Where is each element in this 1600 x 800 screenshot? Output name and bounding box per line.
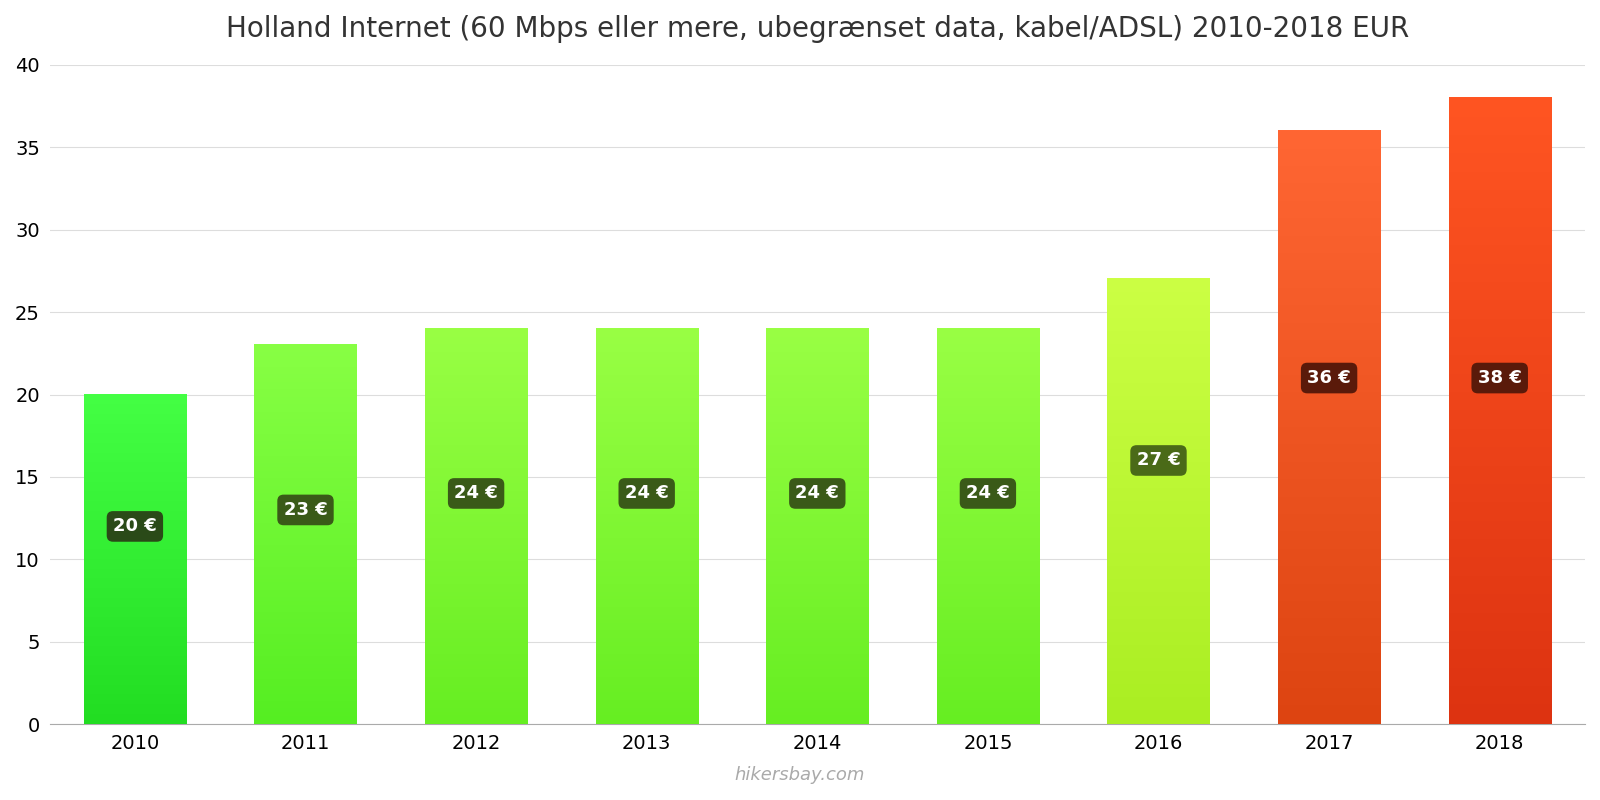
Text: 24 €: 24 € bbox=[626, 485, 669, 502]
Text: 36 €: 36 € bbox=[1307, 369, 1350, 387]
Text: 24 €: 24 € bbox=[966, 485, 1010, 502]
Text: 23 €: 23 € bbox=[283, 501, 328, 519]
Text: 38 €: 38 € bbox=[1478, 369, 1522, 387]
Title: Holland Internet (60 Mbps eller mere, ubegrænset data, kabel/ADSL) 2010-2018 EUR: Holland Internet (60 Mbps eller mere, ub… bbox=[226, 15, 1410, 43]
Text: 24 €: 24 € bbox=[454, 485, 498, 502]
Text: 27 €: 27 € bbox=[1136, 451, 1181, 470]
Text: 24 €: 24 € bbox=[795, 485, 838, 502]
Text: hikersbay.com: hikersbay.com bbox=[734, 766, 866, 784]
Text: 20 €: 20 € bbox=[114, 518, 157, 535]
